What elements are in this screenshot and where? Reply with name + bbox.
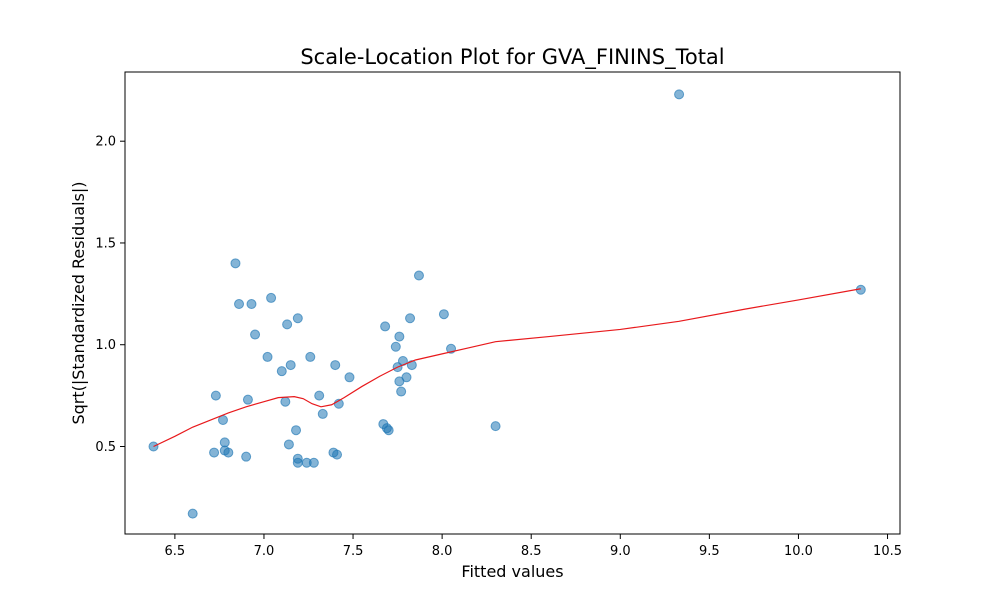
scatter-point <box>383 425 394 436</box>
y-tick-label: 1.5 <box>95 236 116 251</box>
scatter-point <box>210 390 221 401</box>
scatter-point <box>241 451 252 462</box>
scatter-point <box>674 89 685 100</box>
x-tick-label: 7.0 <box>254 544 275 559</box>
scatter-point <box>280 396 291 407</box>
scatter-point <box>246 299 257 310</box>
scatter-point <box>291 425 302 436</box>
scatter-point <box>283 439 294 450</box>
y-tick-label: 1.0 <box>95 338 116 353</box>
scatter-point <box>390 341 401 352</box>
x-tick-label: 8.0 <box>432 544 453 559</box>
y-tick-label: 2.0 <box>95 135 116 150</box>
x-axis: 6.5 7.0 7.5 8.0 8.5 9.0 9.5 10.0 10.5 <box>165 534 902 559</box>
plot-area <box>124 71 901 535</box>
x-tick-label: 6.5 <box>165 544 186 559</box>
scatter-point <box>292 457 303 468</box>
scatter-point <box>230 258 241 269</box>
x-tick-label: 8.5 <box>521 544 542 559</box>
x-axis-label: Fitted values <box>461 562 563 581</box>
scatter-point <box>438 309 449 320</box>
x-tick-label: 10.0 <box>784 544 813 559</box>
scatter-point <box>413 270 424 281</box>
scatter-point <box>317 408 328 419</box>
x-tick-label: 10.5 <box>873 544 902 559</box>
scatter-point <box>380 321 391 332</box>
scatter-point <box>401 372 412 383</box>
scatter-point <box>396 386 407 397</box>
y-tick-label: 0.5 <box>95 440 116 455</box>
chart-title: Scale-Location Plot for GVA_FININS_Total <box>300 45 724 70</box>
scatter-point <box>285 360 296 371</box>
scatter-point <box>394 331 405 342</box>
scatter-point <box>405 313 416 324</box>
x-tick-label: 7.5 <box>343 544 364 559</box>
lowess-smoother-line <box>153 288 861 448</box>
scatter-point <box>490 421 501 432</box>
scatter-point <box>332 449 343 460</box>
scatter-point <box>314 390 325 401</box>
scatter-point <box>242 394 253 405</box>
x-tick-label: 9.0 <box>610 544 631 559</box>
scatter-point <box>262 351 273 362</box>
x-tick-label: 9.5 <box>699 544 720 559</box>
scatter-point <box>266 292 277 303</box>
scatter-point <box>344 372 355 383</box>
scatter-point <box>282 319 293 330</box>
scatter-point <box>209 447 220 458</box>
scatter-point <box>305 351 316 362</box>
scatter-point <box>330 360 341 371</box>
scatter-point <box>234 299 245 310</box>
scatter-point <box>308 457 319 468</box>
scatter-point <box>250 329 261 340</box>
scatter-point <box>276 366 287 377</box>
scatter-point <box>292 313 303 324</box>
plot-frame <box>124 71 901 535</box>
scatter-point <box>187 508 198 519</box>
scatter-point <box>223 447 234 458</box>
scatter-points <box>148 89 866 519</box>
y-axis: 0.5 1.0 1.5 2.0 <box>95 135 125 455</box>
y-axis-label: Sqrt(|Standardized Residuals|) <box>69 181 88 424</box>
